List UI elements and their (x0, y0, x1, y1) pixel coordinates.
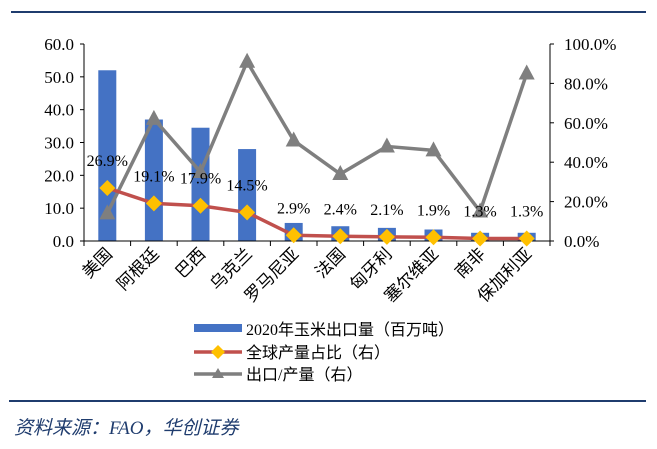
left-axis-tick-label: 20.0 (44, 166, 74, 185)
right-axis-tick-label: 100.0% (564, 35, 616, 54)
left-axis-tick-label: 40.0 (44, 101, 74, 120)
bar (98, 70, 117, 242)
right-axis: 0.0% 20.0% 40.0% 60.0% 80.0% 100.0% (549, 35, 616, 251)
triangle-marker (472, 202, 489, 218)
x-axis-category-label: 美国 (79, 244, 116, 281)
diamond-marker (285, 227, 302, 244)
triangle-marker (239, 52, 256, 68)
bar-series (98, 70, 536, 242)
triangle-marker (145, 109, 162, 125)
right-axis-tick-label: 0.0% (564, 232, 599, 251)
x-axis-category-label: 南非 (451, 244, 488, 281)
diamond-marker (192, 197, 209, 214)
data-label: 26.9% (87, 153, 128, 170)
data-label: 14.5% (226, 177, 267, 194)
top-divider (11, 11, 646, 13)
ratio-line-series (99, 52, 535, 220)
diamond-marker (332, 228, 349, 245)
diamond-marker (425, 229, 442, 246)
x-axis-category-label: 巴西 (172, 244, 209, 281)
bar (144, 119, 163, 241)
data-label: 2.4% (324, 201, 357, 218)
bottom-divider (9, 400, 646, 402)
right-axis-tick-label: 40.0% (564, 153, 608, 172)
diamond-marker (378, 228, 395, 245)
legend-item-label: 全球产量占比（右） (246, 344, 390, 362)
diamond-marker (472, 230, 489, 247)
data-label: 1.9% (417, 202, 450, 219)
triangle-marker (332, 165, 349, 181)
source-note: 资料来源：FAO，华创证券 (14, 418, 239, 439)
diamond-marker (145, 195, 162, 212)
left-axis-tick-label: 30.0 (44, 134, 74, 153)
data-label: 19.1% (133, 168, 174, 185)
left-axis-tick-label: 60.0 (44, 35, 74, 54)
bar (191, 127, 210, 241)
right-axis-tick-label: 60.0% (564, 114, 608, 133)
triangle-marker (285, 131, 302, 147)
right-axis-tick-label: 80.0% (564, 74, 608, 93)
data-label: 2.1% (370, 202, 403, 219)
triangle-marker (378, 137, 395, 153)
data-label: 17.9% (180, 171, 221, 188)
diamond-marker (518, 230, 535, 247)
triangle-marker (192, 163, 209, 179)
chart: 0.0 10.0 20.0 30.0 40.0 50.0 60.0 0.0% 20.0% 40.… (44, 35, 616, 384)
diamond-marker (239, 204, 256, 221)
triangle-marker (99, 204, 116, 220)
left-axis-tick-label: 50.0 (44, 68, 74, 87)
right-axis-tick-label: 20.0% (564, 193, 608, 212)
left-axis-tick-label: 0.0 (53, 232, 74, 251)
data-label: 1.3% (510, 203, 543, 220)
legend-item-label: 出口/产量（右） (246, 366, 362, 384)
left-axis-tick-label: 10.0 (44, 199, 74, 218)
x-axis-category-label: 法国 (312, 244, 349, 281)
data-label: 1.3% (463, 203, 496, 220)
data-labels: 26.9% 19.1% 17.9% 14.5% 2.9% 2.4% 2.1% 1.9% 1.3%… (87, 153, 544, 220)
diamond-marker (99, 180, 116, 197)
triangle-marker (518, 64, 535, 80)
legend-item-label: 2020年玉米出口量（百万吨） (246, 321, 454, 339)
triangle-marker (425, 141, 442, 157)
bar (238, 149, 257, 241)
legend: 2020年玉米出口量（百万吨） 全球产量占比（右） 出口/产量（右） (194, 321, 454, 384)
left-axis: 0.0 10.0 20.0 30.0 40.0 50.0 60.0 (44, 35, 85, 251)
data-label: 2.9% (277, 200, 310, 217)
x-axis-category-label: 阿根廷 (113, 244, 162, 293)
share-line-series (99, 180, 535, 247)
